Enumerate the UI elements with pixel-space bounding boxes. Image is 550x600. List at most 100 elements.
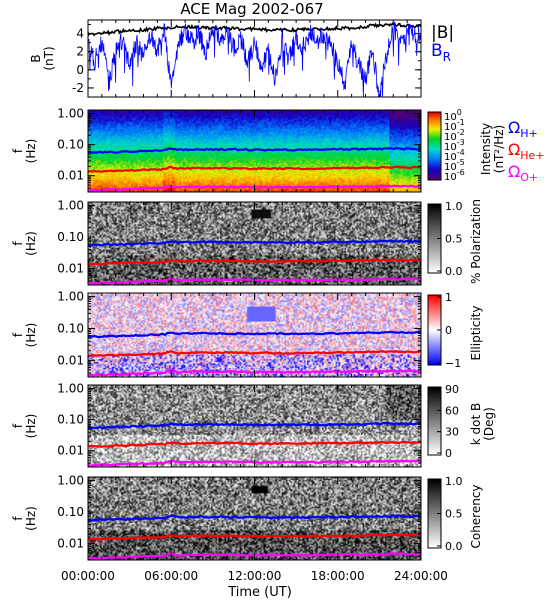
spectro-ylabel-group: f (Hz): [11, 139, 38, 164]
spectro-yunit: (Hz): [24, 414, 38, 439]
legend-omega-he: ΩHe+: [508, 140, 545, 162]
panels-group: 420-2B (nT)|B|BR1.000.100.01f (Hz)10010-11…: [11, 19, 545, 583]
field-ylabel-group: B (nT): [29, 46, 56, 70]
spectro-ylabel-group: f (Hz): [11, 231, 38, 256]
colorbar-tick-label: 90: [445, 383, 459, 396]
colorbar-label: % Polarization: [469, 199, 483, 284]
y-tick-label: 1.00: [57, 290, 84, 304]
colorbar-label-group: Intensity (nT²/Hz): [479, 123, 506, 175]
legend-b-radial-sub: R: [443, 50, 451, 64]
spectro-ylabel-group: f (Hz): [11, 414, 38, 439]
colorbar-tick-label: 1.0: [445, 200, 463, 213]
y-tick-label: 0.10: [57, 413, 84, 427]
spectro-yunit: (Hz): [24, 139, 38, 164]
legend-omega-h: ΩH+: [508, 118, 538, 140]
x-tick-label: 12:00:00: [228, 569, 282, 583]
y-tick-label: 0.01: [57, 262, 84, 276]
y-tick-label: 0.10: [57, 321, 84, 335]
spectro-yunit: (Hz): [24, 323, 38, 348]
field-ylabel: B: [29, 54, 43, 62]
colorbar-tick-label: 0: [445, 324, 452, 337]
spectro-ylabel: f: [11, 148, 25, 153]
colorbar-polarization: [428, 204, 441, 273]
x-tick-label: 24:00:00: [394, 569, 448, 583]
colorbar-tick-exponent: -6: [457, 168, 465, 177]
colorbar-coherency: [428, 479, 441, 548]
colorbar-tick-label: 0.0: [445, 265, 463, 278]
y-tick-label: 0.01: [57, 169, 84, 183]
colorbar-frame: [427, 111, 442, 181]
colorbar-label: Ellipticity: [469, 306, 483, 361]
gyro-line-he-plus: [88, 440, 421, 448]
colorbar-tick-exponent: -3: [457, 138, 465, 147]
colorbar-unit: (nT²/Hz): [492, 125, 506, 173]
y-tick-label: 0.01: [57, 353, 84, 367]
colorbar-label: k dot B: [469, 403, 483, 445]
field-yunit: (nT): [42, 46, 56, 70]
y-tick-label: 0.01: [57, 537, 84, 551]
colorbar-intensity: [428, 112, 441, 180]
y-tick-label: 0.10: [57, 230, 84, 244]
y-tick-label: 0.10: [57, 138, 84, 152]
colorbar-tick-exponent: -4: [457, 148, 465, 157]
y-tick-label: 4: [76, 27, 84, 41]
colorbar-tick-label: 1.0: [445, 475, 463, 488]
colorbar-tick-label: 0.5: [445, 508, 463, 521]
gyro-line-h-plus: [88, 421, 421, 430]
y-tick-label: 1.00: [57, 199, 84, 213]
gyro-line-h-plus: [88, 514, 421, 522]
colorbar-tick-exponent: 0: [457, 108, 462, 117]
legend-omega-h-sub: H+: [520, 127, 538, 140]
y-tick-label: 0.10: [57, 505, 84, 519]
colorbar-ellipticity: [428, 295, 441, 365]
colorbar-frame: [427, 386, 442, 456]
y-tick-label: -2: [72, 81, 84, 95]
y-tick-label: 1.00: [57, 382, 84, 396]
gyro-line-he-plus: [88, 349, 421, 358]
colorbar-tick-exponent: -2: [457, 128, 465, 137]
colorbar-tick-label: −1: [445, 357, 461, 370]
gyro-line-he-plus: [88, 258, 421, 266]
legend-b-total: |B|: [431, 23, 454, 43]
colorbar-label-group: Ellipticity: [469, 306, 483, 361]
colorbar-tick-label: 1: [445, 291, 452, 304]
gyro-line-he-plus: [88, 165, 421, 173]
x-tick-label: 06:00:00: [144, 569, 198, 583]
colorbar-tick-label: 30: [445, 426, 459, 439]
legend-omega-o-sub: O+: [520, 171, 538, 184]
colorbar-label-group: Coherency: [469, 484, 483, 548]
figure-title: ACE Mag 2002-067: [180, 0, 323, 18]
x-tick-label: 18:00:00: [311, 569, 365, 583]
colorbar-label-group: k dot B (Deg): [469, 403, 496, 445]
y-tick-label: 2: [76, 45, 84, 59]
spectro-ylabel-group: f (Hz): [11, 506, 38, 531]
spectro-ylabel: f: [11, 423, 25, 428]
colorbar-tick-exponent: -5: [457, 158, 465, 167]
spectro-ylabel: f: [11, 516, 25, 521]
field-plot-area: [88, 21, 421, 97]
y-tick-label: 1.00: [57, 474, 84, 488]
series-b-total: [88, 22, 421, 37]
y-tick-label: 1.00: [57, 107, 84, 121]
colorbar-unit: (Deg): [482, 407, 496, 441]
colorbar-tick-label: 60: [445, 404, 459, 417]
colorbar-tick-exponent: -1: [457, 118, 465, 127]
spectro-yunit: (Hz): [24, 231, 38, 256]
x-axis-label: Time (UT): [227, 585, 292, 600]
colorbar-kdotb: [428, 387, 441, 455]
spectro-ylabel: f: [11, 332, 25, 337]
gyro-line-h-plus: [88, 239, 421, 247]
y-tick-label: 0.01: [57, 444, 84, 458]
colorbar-label-group: % Polarization: [469, 199, 483, 284]
x-tick-label: 00:00:00: [61, 569, 115, 583]
colorbar-label: Intensity: [479, 123, 493, 175]
legend-omega-o: ΩO+: [508, 162, 538, 184]
spectro-ylabel-group: f (Hz): [11, 323, 38, 348]
legend-b-radial: BR: [431, 41, 451, 64]
gyro-line-he-plus: [88, 533, 421, 541]
colorbar-tick-label: 0.0: [445, 540, 463, 553]
spectro-ylabel: f: [11, 241, 25, 246]
colorbar-tick-label: 0.5: [445, 233, 463, 246]
legend-omega-he-sub: He+: [520, 149, 544, 162]
